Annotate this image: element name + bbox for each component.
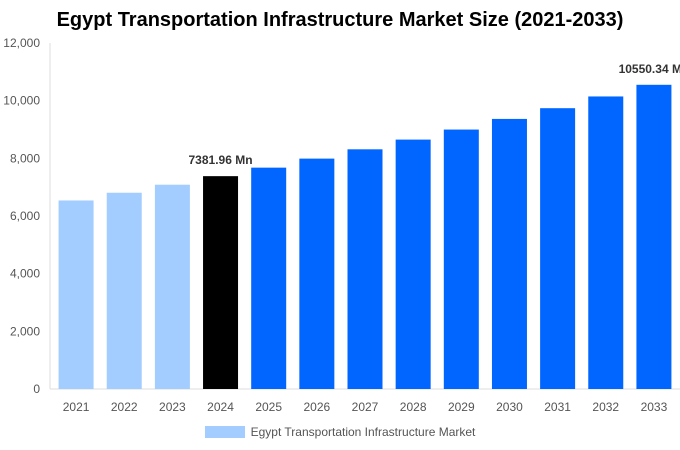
bar-2022 (106, 192, 142, 389)
y-tick-label: 4,000 (10, 267, 40, 281)
bar-2032 (588, 96, 624, 389)
y-tick-label: 12,000 (3, 36, 40, 50)
x-tick-label: 2029 (448, 400, 475, 414)
x-tick-label: 2032 (592, 400, 619, 414)
data-label: 10550.34 Mn (619, 62, 680, 76)
x-tick-label: 2024 (207, 400, 234, 414)
x-tick-label: 2028 (400, 400, 427, 414)
y-tick-label: 8,000 (10, 151, 40, 165)
chart-title: Egypt Transportation Infrastructure Mark… (56, 9, 624, 31)
y-tick-label: 0 (33, 382, 40, 396)
bar-2025 (251, 167, 287, 389)
bar-2024 (203, 176, 239, 389)
bar-2027 (347, 149, 383, 389)
x-tick-label: 2021 (63, 400, 90, 414)
x-tick-label: 2030 (496, 400, 523, 414)
x-tick-label: 2026 (303, 400, 330, 414)
bar-2023 (154, 184, 190, 389)
legend-label: Egypt Transportation Infrastructure Mark… (250, 425, 476, 439)
bar-2021 (58, 200, 94, 389)
x-tick-label: 2023 (159, 400, 186, 414)
x-tick-label: 2027 (352, 400, 379, 414)
x-tick-label: 2031 (544, 400, 571, 414)
bar-2031 (540, 108, 576, 389)
bar-2033 (636, 84, 672, 390)
x-tick-label: 2025 (255, 400, 282, 414)
bar-2028 (395, 139, 431, 389)
y-tick-label: 10,000 (3, 94, 40, 108)
x-tick-label: 2033 (641, 400, 668, 414)
y-tick-label: 2,000 (10, 324, 40, 338)
bar-2029 (443, 129, 479, 389)
bar-2030 (491, 118, 527, 390)
y-tick-label: 6,000 (10, 209, 40, 223)
bar-2026 (299, 158, 335, 389)
legend-swatch (204, 426, 245, 438)
legend: Egypt Transportation Infrastructure Mark… (0, 425, 680, 439)
data-label: 7381.96 Mn (189, 153, 253, 167)
x-tick-label: 2022 (111, 400, 138, 414)
